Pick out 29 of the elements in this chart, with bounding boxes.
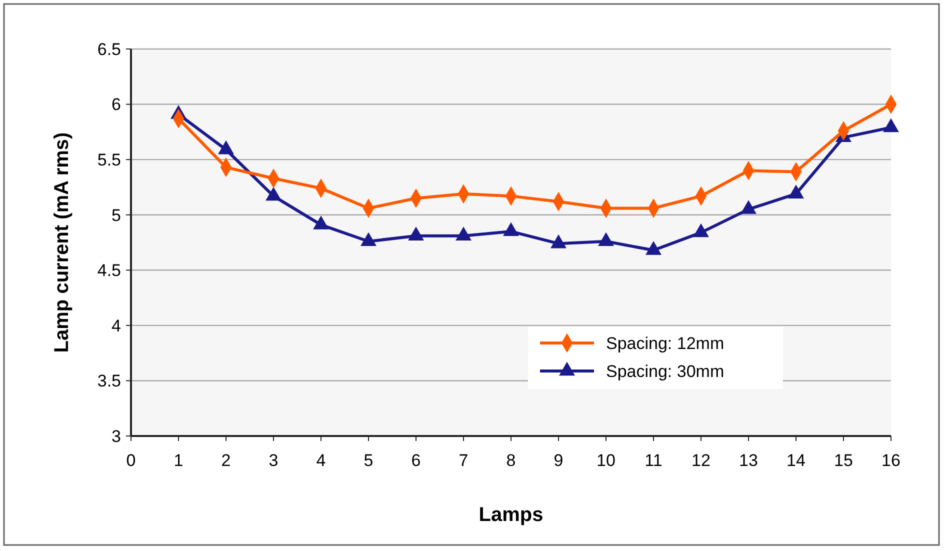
x-tick-label: 2 (221, 451, 231, 470)
legend-label: Spacing: 12mm (606, 334, 724, 353)
y-tick-label: 4.5 (97, 261, 121, 280)
y-tick-label: 5 (112, 206, 121, 225)
x-tick-label: 11 (644, 451, 662, 470)
x-tick-label: 13 (739, 451, 758, 470)
y-axis-title: Lamp current (mA rms) (51, 132, 73, 353)
x-tick-label: 6 (411, 451, 421, 470)
x-tick-label: 3 (268, 451, 278, 470)
y-tick-label: 4 (112, 316, 121, 336)
x-tick-label: 5 (364, 451, 374, 470)
x-tick-label: 0 (126, 451, 136, 470)
y-tick-label: 6.5 (97, 40, 121, 59)
x-tick-label: 12 (692, 451, 710, 470)
x-tick-label: 1 (174, 451, 184, 470)
x-tick-label: 15 (834, 451, 853, 470)
y-tick-label: 3.5 (97, 372, 121, 391)
x-tick-label: 8 (506, 451, 516, 470)
y-tick-label: 6 (112, 95, 121, 114)
legend-label: Spacing: 30mm (606, 362, 724, 381)
y-tick-label: 5.5 (97, 150, 121, 170)
y-tick-label: 3 (112, 426, 121, 446)
x-tick-label: 16 (882, 451, 900, 470)
x-tick-label: 9 (554, 451, 564, 470)
x-axis-title: Lamps (478, 504, 544, 526)
x-tick-label: 7 (458, 451, 468, 470)
x-tick-label: 14 (786, 451, 806, 470)
x-tick-label: 10 (596, 451, 616, 470)
x-tick-label: 4 (316, 451, 326, 470)
